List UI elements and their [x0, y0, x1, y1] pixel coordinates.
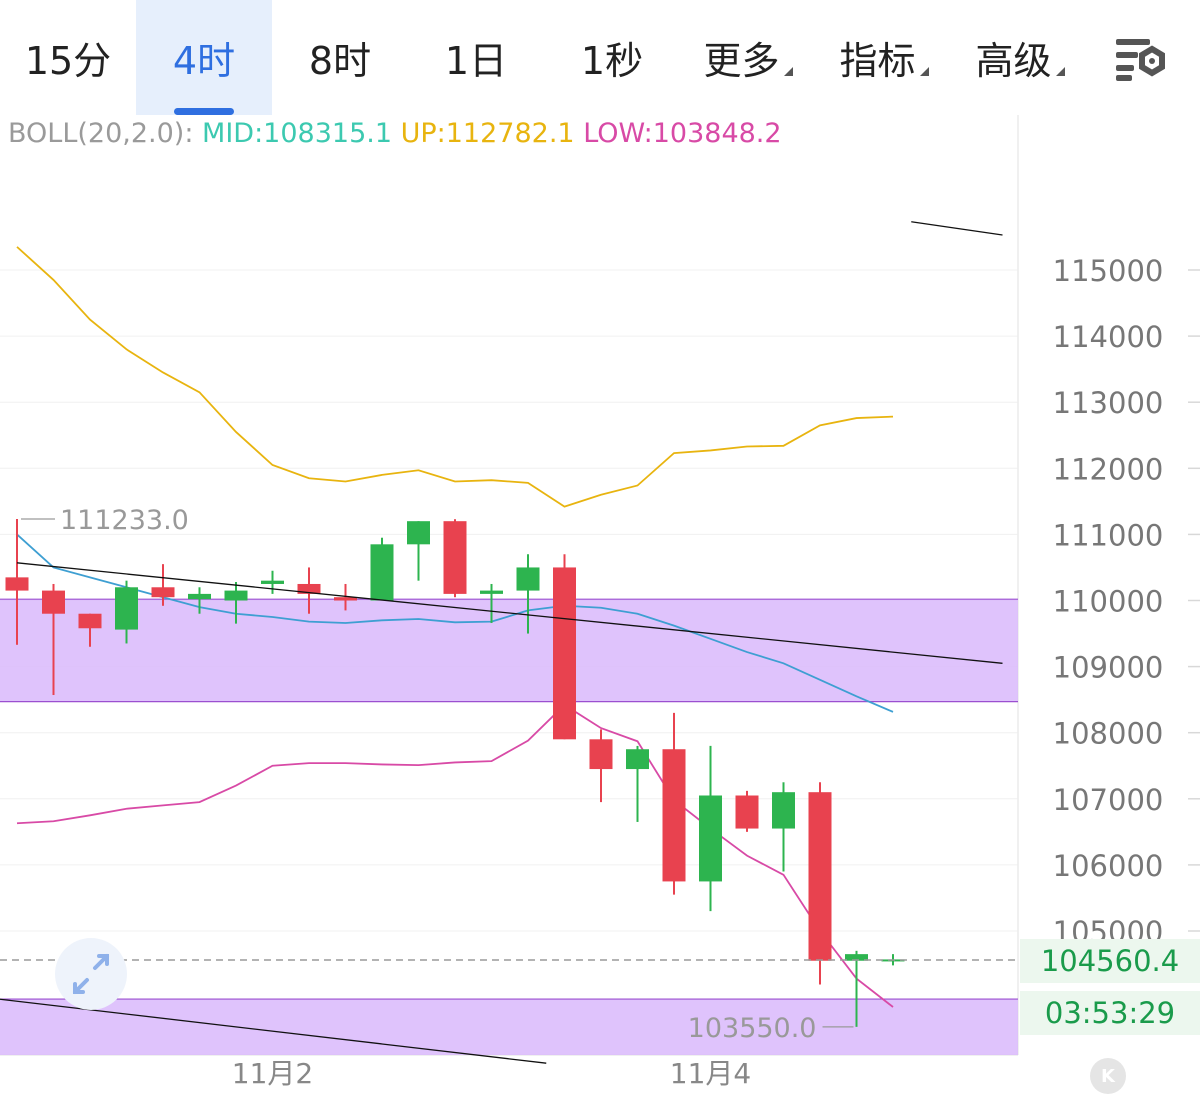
y-tick-label: 109000 [1053, 651, 1164, 685]
candle-body [407, 521, 430, 545]
boll-lower-line [16, 703, 894, 1008]
candle-body [480, 590, 503, 594]
tab-label: 更多 [703, 39, 780, 83]
boll-upper-line [16, 246, 894, 508]
candle-body [626, 749, 649, 770]
tab-1[interactable]: 4时 [136, 0, 272, 115]
candle-body [443, 521, 467, 594]
candle-body [589, 739, 613, 770]
boll-legend: BOLL(20,2.0): MID:108315.1 UP:112782.1 L… [8, 118, 782, 149]
tab-label: 15分 [24, 39, 112, 83]
trendline [911, 221, 1003, 236]
current-price-label: 104560.4 [1020, 939, 1200, 983]
candle-body [334, 597, 357, 601]
y-tick-label: 115000 [1053, 254, 1164, 288]
x-tick-label: 11月4 [670, 1057, 751, 1090]
dropdown-triangle-icon [783, 67, 793, 76]
timeframe-tab-bar: 15分 4时 8时 1日 1秒 更多 指标 高级 [0, 0, 1200, 115]
expand-icon[interactable] [55, 938, 127, 1010]
y-tick-label: 107000 [1053, 783, 1164, 817]
dropdown-triangle-icon [919, 67, 929, 76]
candle-body [370, 544, 394, 601]
candle-body [115, 587, 138, 630]
tab-label: 指标 [839, 39, 916, 83]
boll-legend-mid: MID:108315.1 [202, 118, 393, 149]
candlestick-chart[interactable]: 111233.0103550.0105000106000107000108000… [0, 115, 1200, 1092]
y-tick-label: 111000 [1053, 518, 1164, 552]
y-tick-label: 114000 [1053, 320, 1164, 354]
active-tab-indicator [174, 108, 234, 115]
tab-2[interactable]: 8时 [272, 0, 408, 115]
boll-legend-prefix: BOLL(20,2.0): [8, 118, 194, 149]
tab-7[interactable]: 高级 [952, 0, 1088, 115]
candle-body [42, 590, 65, 614]
boll-legend-low: LOW:103848.2 [583, 118, 782, 149]
tab-label: 4时 [172, 39, 236, 83]
dropdown-triangle-icon [1055, 67, 1065, 76]
support-resistance-zone [0, 999, 1018, 1055]
tab-label: 高级 [975, 39, 1052, 83]
tab-label: 1秒 [580, 39, 644, 83]
y-tick-label: 110000 [1053, 585, 1164, 619]
chart-settings-icon[interactable] [1112, 35, 1172, 85]
low-price-label: 103550.0 [688, 1013, 817, 1044]
tab-3[interactable]: 1日 [408, 0, 544, 115]
candle-body [5, 577, 29, 591]
candle-body [845, 954, 868, 961]
candle-body [699, 795, 722, 882]
y-tick-label: 113000 [1053, 386, 1164, 420]
candle-body [735, 795, 759, 829]
kline-icon[interactable]: K [1090, 1058, 1126, 1094]
candle-body [224, 590, 248, 601]
tab-0[interactable]: 15分 [0, 0, 136, 115]
trendline [16, 562, 1003, 664]
tab-label: 8时 [308, 39, 372, 83]
candle-body [188, 593, 211, 600]
candle-body [78, 613, 102, 629]
support-resistance-zone [0, 599, 1018, 702]
boll-legend-up: UP:112782.1 [400, 118, 575, 149]
tab-4[interactable]: 1秒 [544, 0, 680, 115]
candle-body [297, 583, 321, 594]
candle-body [772, 792, 795, 829]
tab-5[interactable]: 更多 [680, 0, 816, 115]
candle-body [662, 749, 686, 882]
candle-body [261, 580, 284, 584]
y-tick-label: 106000 [1053, 849, 1164, 883]
x-tick-label: 11月2 [232, 1057, 313, 1090]
tab-label: 1日 [444, 39, 508, 83]
candle-body [151, 587, 175, 598]
tab-6[interactable]: 指标 [816, 0, 952, 115]
candle-body [553, 567, 576, 740]
candle-body [808, 792, 832, 961]
candle-body [516, 567, 540, 591]
candle-countdown-label: 03:53:29 [1020, 991, 1200, 1035]
y-tick-label: 112000 [1053, 452, 1164, 486]
y-tick-label: 108000 [1053, 717, 1164, 751]
high-price-label: 111233.0 [60, 505, 189, 536]
